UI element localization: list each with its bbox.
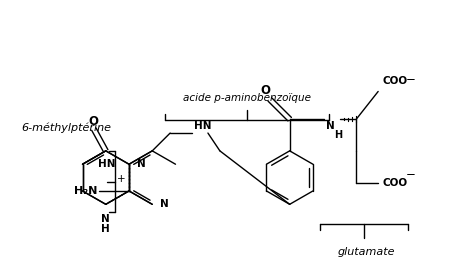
Text: COO: COO — [382, 76, 407, 86]
Text: H₂N: H₂N — [74, 186, 97, 196]
Text: O: O — [89, 115, 99, 128]
Text: N: N — [137, 159, 146, 169]
Text: O: O — [261, 84, 271, 97]
Text: −: − — [406, 168, 416, 181]
Text: N: N — [101, 214, 110, 224]
Text: N: N — [160, 199, 169, 209]
Text: HN: HN — [194, 121, 211, 131]
Text: −: − — [406, 73, 416, 86]
Text: acide p-aminobenzoïque: acide p-aminobenzoïque — [183, 93, 311, 103]
Text: 6-méthylptérine: 6-méthylptérine — [21, 123, 111, 133]
Text: COO: COO — [382, 178, 407, 188]
Text: HN: HN — [97, 159, 115, 169]
Text: +: + — [117, 174, 125, 184]
Text: H: H — [334, 130, 342, 140]
Text: glutamate: glutamate — [338, 247, 395, 257]
Text: N: N — [326, 121, 335, 131]
Text: H: H — [101, 224, 110, 234]
